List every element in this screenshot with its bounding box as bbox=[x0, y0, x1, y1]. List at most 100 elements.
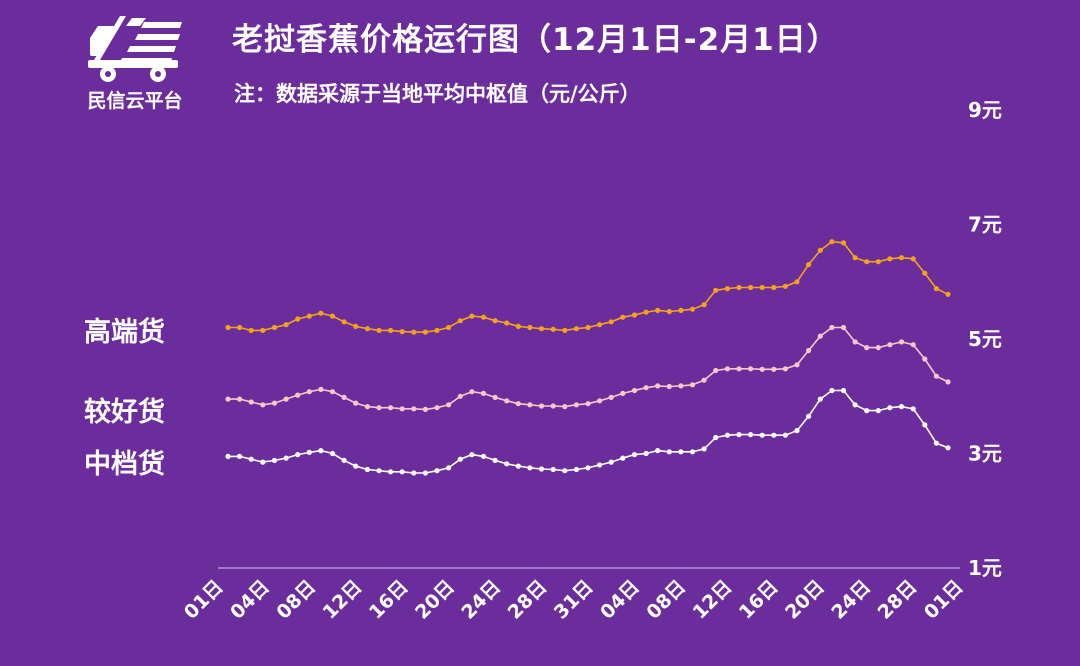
data-point bbox=[388, 405, 394, 411]
data-point bbox=[759, 432, 765, 438]
x-tick-label: 04日 bbox=[596, 576, 644, 624]
data-point bbox=[736, 284, 742, 291]
data-point bbox=[538, 403, 545, 409]
x-tick-label: 20日 bbox=[411, 576, 459, 624]
data-point bbox=[701, 377, 707, 383]
data-point bbox=[620, 455, 626, 461]
x-tick-label: 16日 bbox=[365, 576, 413, 624]
data-point bbox=[457, 456, 463, 462]
data-point bbox=[898, 404, 905, 410]
data-point bbox=[562, 404, 568, 410]
data-point bbox=[353, 323, 359, 329]
data-point bbox=[341, 319, 347, 325]
data-point bbox=[492, 394, 498, 400]
data-point bbox=[538, 466, 545, 472]
data-point bbox=[248, 456, 254, 462]
data-point bbox=[446, 402, 452, 408]
data-point bbox=[840, 240, 847, 246]
data-point bbox=[225, 453, 231, 459]
x-tick-label: 04日 bbox=[226, 576, 274, 624]
data-point bbox=[782, 283, 789, 289]
data-point bbox=[782, 432, 789, 438]
data-point bbox=[376, 327, 382, 333]
data-point bbox=[817, 247, 823, 253]
data-point bbox=[457, 393, 463, 399]
data-point bbox=[550, 326, 556, 332]
data-point bbox=[922, 422, 928, 428]
data-point bbox=[434, 405, 440, 411]
data-point bbox=[794, 428, 800, 434]
data-point bbox=[945, 445, 951, 451]
data-point bbox=[446, 324, 452, 331]
data-point bbox=[713, 434, 719, 441]
data-point bbox=[225, 324, 231, 331]
x-tick-label: 12日 bbox=[319, 576, 367, 624]
data-point bbox=[782, 366, 789, 372]
data-point bbox=[736, 366, 742, 372]
data-point bbox=[248, 327, 254, 333]
data-point bbox=[922, 270, 928, 276]
data-point bbox=[295, 316, 301, 322]
data-point bbox=[713, 367, 719, 374]
data-point bbox=[910, 342, 916, 348]
data-point bbox=[306, 389, 312, 395]
data-point bbox=[794, 362, 800, 368]
data-point bbox=[364, 404, 370, 410]
data-point bbox=[225, 396, 231, 402]
data-point bbox=[678, 449, 684, 455]
data-point bbox=[260, 402, 266, 408]
chart-subtitle: 注：数据采源于当地平均中枢值（元/公斤） bbox=[234, 82, 641, 106]
x-tick-label: 01日 bbox=[920, 576, 968, 624]
y-tick-label: 9元 bbox=[968, 98, 1002, 122]
data-point bbox=[469, 452, 475, 458]
data-point bbox=[492, 318, 498, 324]
data-point bbox=[608, 459, 614, 465]
series-label-high: 高端货 bbox=[84, 317, 165, 348]
data-point bbox=[794, 279, 800, 285]
data-point bbox=[515, 401, 521, 407]
data-point bbox=[573, 402, 580, 408]
data-point bbox=[748, 284, 754, 291]
data-point bbox=[631, 312, 638, 318]
data-point bbox=[678, 383, 684, 389]
data-point bbox=[864, 408, 870, 414]
data-point bbox=[329, 450, 336, 457]
series-label-mid: 较好货 bbox=[84, 397, 165, 428]
data-point bbox=[260, 327, 266, 333]
data-point bbox=[817, 333, 823, 339]
data-point bbox=[562, 468, 568, 474]
data-point bbox=[260, 459, 266, 465]
data-point bbox=[376, 468, 382, 474]
data-point bbox=[759, 284, 765, 291]
data-point bbox=[852, 255, 858, 261]
series-line-1 bbox=[228, 240, 949, 333]
x-tick-label: 01日 bbox=[180, 576, 228, 624]
data-point bbox=[922, 356, 928, 362]
data-point bbox=[306, 313, 312, 319]
data-point bbox=[945, 291, 951, 297]
data-point bbox=[864, 345, 870, 351]
data-point bbox=[573, 466, 580, 473]
data-point bbox=[353, 463, 359, 469]
data-point bbox=[643, 309, 649, 315]
data-point bbox=[329, 313, 336, 319]
data-point bbox=[248, 399, 254, 405]
data-point bbox=[933, 373, 940, 379]
data-point bbox=[620, 314, 626, 320]
data-point bbox=[573, 326, 580, 332]
logo: 民信云平台 bbox=[80, 12, 190, 112]
data-point bbox=[748, 432, 754, 438]
data-point bbox=[771, 366, 777, 372]
data-point bbox=[887, 256, 893, 262]
data-point bbox=[434, 468, 440, 474]
data-point bbox=[504, 461, 510, 467]
data-point bbox=[875, 408, 881, 414]
data-point bbox=[817, 396, 823, 402]
data-point bbox=[283, 322, 289, 328]
data-point bbox=[411, 329, 417, 335]
data-point bbox=[562, 327, 568, 333]
data-point bbox=[527, 324, 533, 331]
data-point bbox=[875, 259, 881, 265]
data-point bbox=[399, 406, 405, 412]
